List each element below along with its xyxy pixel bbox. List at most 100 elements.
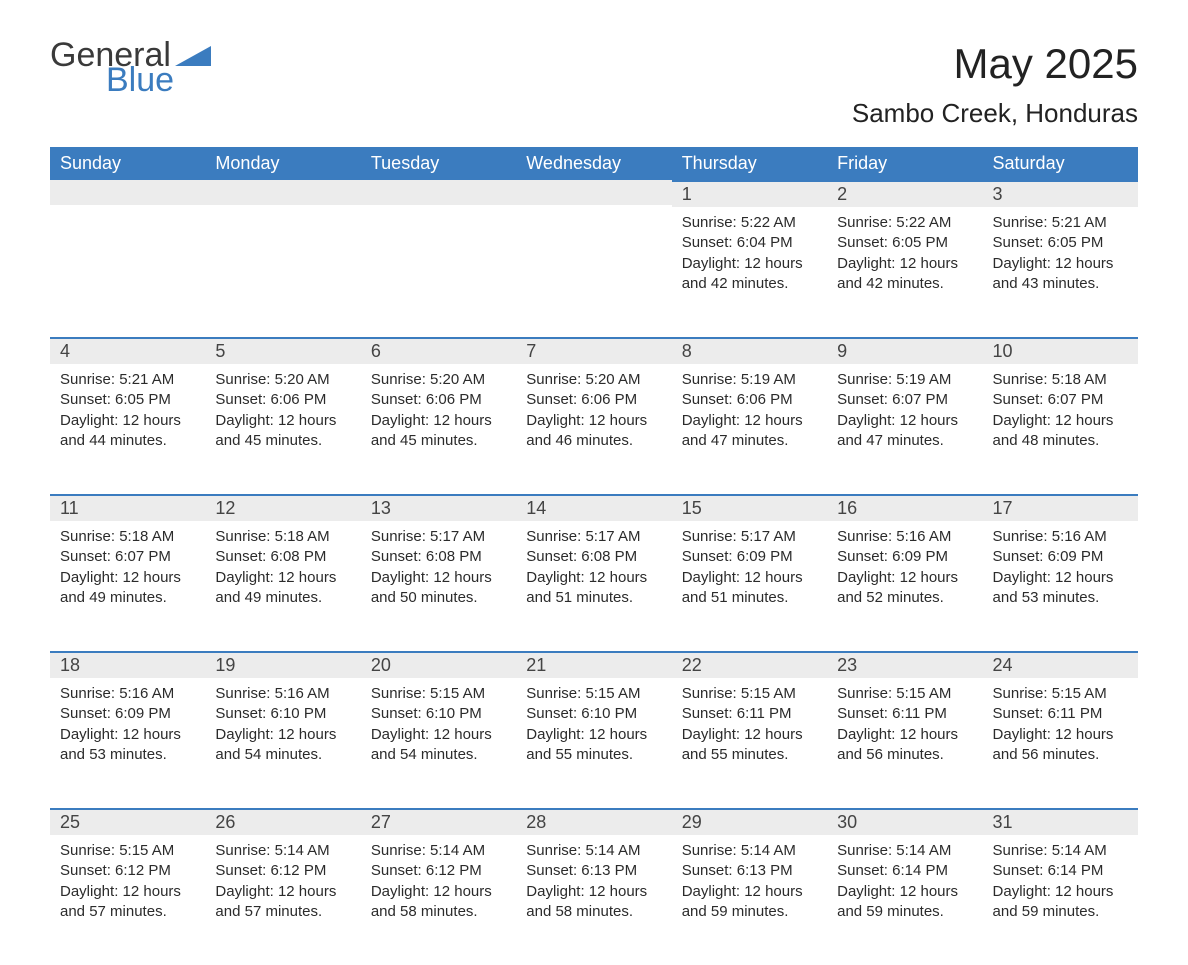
- sunrise-text: Sunrise: 5:16 AM: [993, 527, 1128, 547]
- daylight-text: Daylight: 12 hours and 47 minutes.: [682, 411, 817, 452]
- day-cell: Sunrise: 5:15 AMSunset: 6:10 PMDaylight:…: [516, 678, 671, 775]
- day-number: 11: [50, 494, 205, 521]
- sunset-text: Sunset: 6:09 PM: [682, 547, 817, 567]
- sunset-text: Sunset: 6:08 PM: [371, 547, 506, 567]
- sunrise-text: Sunrise: 5:16 AM: [60, 684, 195, 704]
- calendar-header-row: Sunday Monday Tuesday Wednesday Thursday…: [50, 147, 1138, 180]
- day-number: 20: [361, 651, 516, 678]
- weekday-header: Thursday: [672, 147, 827, 180]
- day-cell: Sunrise: 5:14 AMSunset: 6:12 PMDaylight:…: [205, 835, 360, 932]
- sunset-text: Sunset: 6:12 PM: [60, 861, 195, 881]
- sunset-text: Sunset: 6:06 PM: [371, 390, 506, 410]
- daylight-text: Daylight: 12 hours and 55 minutes.: [682, 725, 817, 766]
- daylight-text: Daylight: 12 hours and 59 minutes.: [993, 882, 1128, 923]
- day-cell: Sunrise: 5:20 AMSunset: 6:06 PMDaylight:…: [205, 364, 360, 461]
- daylight-text: Daylight: 12 hours and 58 minutes.: [526, 882, 661, 923]
- day-cell: Sunrise: 5:15 AMSunset: 6:11 PMDaylight:…: [672, 678, 827, 775]
- title-block: May 2025 Sambo Creek, Honduras: [852, 40, 1138, 129]
- sunset-text: Sunset: 6:07 PM: [60, 547, 195, 567]
- sunset-text: Sunset: 6:09 PM: [993, 547, 1128, 567]
- sunrise-text: Sunrise: 5:18 AM: [215, 527, 350, 547]
- daylight-text: Daylight: 12 hours and 43 minutes.: [993, 254, 1128, 295]
- sunset-text: Sunset: 6:04 PM: [682, 233, 817, 253]
- sunrise-text: Sunrise: 5:20 AM: [526, 370, 661, 390]
- day-cell: Sunrise: 5:16 AMSunset: 6:10 PMDaylight:…: [205, 678, 360, 775]
- day-number: 14: [516, 494, 671, 521]
- day-number: 18: [50, 651, 205, 678]
- day-number: 2: [827, 180, 982, 207]
- empty-day: [516, 180, 671, 205]
- sunset-text: Sunset: 6:08 PM: [526, 547, 661, 567]
- day-number: 6: [361, 337, 516, 364]
- day-number: 7: [516, 337, 671, 364]
- sunset-text: Sunset: 6:14 PM: [837, 861, 972, 881]
- daylight-text: Daylight: 12 hours and 44 minutes.: [60, 411, 195, 452]
- day-number: 24: [983, 651, 1138, 678]
- day-number: 9: [827, 337, 982, 364]
- sunrise-text: Sunrise: 5:18 AM: [993, 370, 1128, 390]
- daylight-text: Daylight: 12 hours and 56 minutes.: [837, 725, 972, 766]
- daylight-text: Daylight: 12 hours and 47 minutes.: [837, 411, 972, 452]
- daylight-text: Daylight: 12 hours and 53 minutes.: [993, 568, 1128, 609]
- sunset-text: Sunset: 6:10 PM: [526, 704, 661, 724]
- day-cell: Sunrise: 5:17 AMSunset: 6:09 PMDaylight:…: [672, 521, 827, 618]
- page-root: General Blue May 2025 Sambo Creek, Hondu…: [0, 0, 1188, 918]
- sunrise-text: Sunrise: 5:15 AM: [371, 684, 506, 704]
- daylight-text: Daylight: 12 hours and 42 minutes.: [837, 254, 972, 295]
- daylight-text: Daylight: 12 hours and 42 minutes.: [682, 254, 817, 295]
- daylight-text: Daylight: 12 hours and 54 minutes.: [215, 725, 350, 766]
- sunrise-text: Sunrise: 5:14 AM: [682, 841, 817, 861]
- sunrise-text: Sunrise: 5:15 AM: [993, 684, 1128, 704]
- day-number: 12: [205, 494, 360, 521]
- sunrise-text: Sunrise: 5:15 AM: [60, 841, 195, 861]
- day-number: 23: [827, 651, 982, 678]
- sunset-text: Sunset: 6:09 PM: [837, 547, 972, 567]
- sunset-text: Sunset: 6:12 PM: [371, 861, 506, 881]
- day-cell: Sunrise: 5:16 AMSunset: 6:09 PMDaylight:…: [983, 521, 1138, 618]
- daylight-text: Daylight: 12 hours and 58 minutes.: [371, 882, 506, 923]
- calendar-table: Sunday Monday Tuesday Wednesday Thursday…: [50, 147, 1138, 965]
- day-cell: Sunrise: 5:14 AMSunset: 6:13 PMDaylight:…: [516, 835, 671, 932]
- daylight-text: Daylight: 12 hours and 53 minutes.: [60, 725, 195, 766]
- day-number: 1: [672, 180, 827, 207]
- sunrise-text: Sunrise: 5:14 AM: [371, 841, 506, 861]
- empty-day: [50, 180, 205, 205]
- weekday-header: Friday: [827, 147, 982, 180]
- logo-word-2: Blue: [106, 65, 211, 96]
- daylight-text: Daylight: 12 hours and 59 minutes.: [682, 882, 817, 923]
- day-number: 29: [672, 808, 827, 835]
- day-cell: Sunrise: 5:14 AMSunset: 6:14 PMDaylight:…: [983, 835, 1138, 932]
- day-number: 3: [983, 180, 1138, 207]
- sunset-text: Sunset: 6:11 PM: [682, 704, 817, 724]
- sunset-text: Sunset: 6:06 PM: [215, 390, 350, 410]
- sunrise-text: Sunrise: 5:19 AM: [837, 370, 972, 390]
- sunset-text: Sunset: 6:09 PM: [60, 704, 195, 724]
- sunrise-text: Sunrise: 5:15 AM: [837, 684, 972, 704]
- sunset-text: Sunset: 6:05 PM: [837, 233, 972, 253]
- sunset-text: Sunset: 6:13 PM: [526, 861, 661, 881]
- day-number: 28: [516, 808, 671, 835]
- calendar-body: 123Sunrise: 5:22 AMSunset: 6:04 PMDaylig…: [50, 180, 1138, 965]
- day-number: 10: [983, 337, 1138, 364]
- day-number: 25: [50, 808, 205, 835]
- day-cell: Sunrise: 5:21 AMSunset: 6:05 PMDaylight:…: [50, 364, 205, 461]
- daylight-text: Daylight: 12 hours and 51 minutes.: [526, 568, 661, 609]
- sunrise-text: Sunrise: 5:22 AM: [837, 213, 972, 233]
- daylight-text: Daylight: 12 hours and 56 minutes.: [993, 725, 1128, 766]
- day-number: 31: [983, 808, 1138, 835]
- daylight-text: Daylight: 12 hours and 46 minutes.: [526, 411, 661, 452]
- daylight-text: Daylight: 12 hours and 57 minutes.: [215, 882, 350, 923]
- sunrise-text: Sunrise: 5:15 AM: [526, 684, 661, 704]
- day-number: 4: [50, 337, 205, 364]
- daylight-text: Daylight: 12 hours and 51 minutes.: [682, 568, 817, 609]
- sunrise-text: Sunrise: 5:14 AM: [993, 841, 1128, 861]
- sunset-text: Sunset: 6:14 PM: [993, 861, 1128, 881]
- day-cell: Sunrise: 5:17 AMSunset: 6:08 PMDaylight:…: [516, 521, 671, 618]
- day-cell: Sunrise: 5:14 AMSunset: 6:14 PMDaylight:…: [827, 835, 982, 932]
- empty-day: [361, 180, 516, 205]
- day-cell: Sunrise: 5:15 AMSunset: 6:11 PMDaylight:…: [983, 678, 1138, 775]
- weekday-header: Saturday: [983, 147, 1138, 180]
- sunrise-text: Sunrise: 5:17 AM: [682, 527, 817, 547]
- weekday-header: Tuesday: [361, 147, 516, 180]
- logo-triangle-icon: [175, 44, 211, 66]
